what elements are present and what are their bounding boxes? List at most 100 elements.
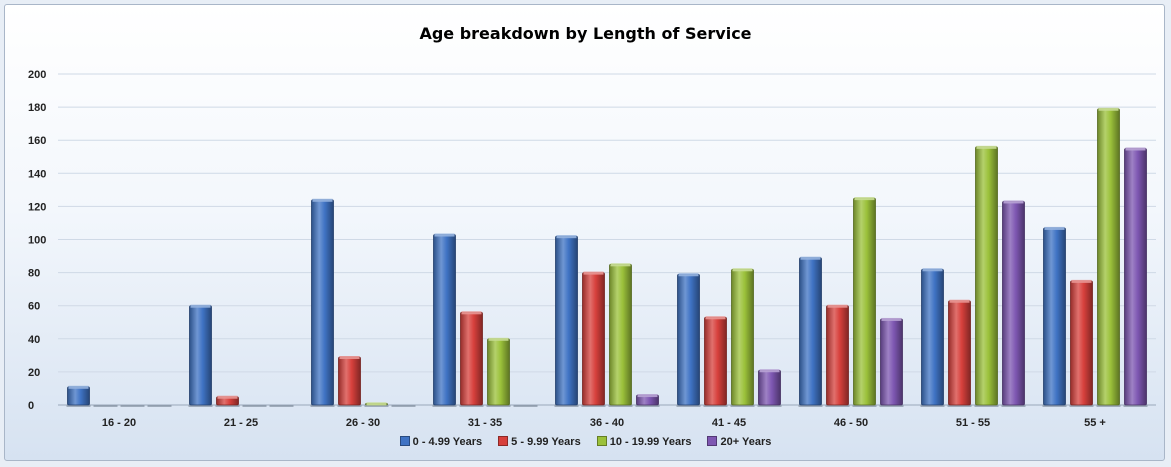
y-tick-label: 160	[28, 135, 46, 147]
bar-cap	[732, 268, 753, 272]
bars	[66, 107, 1148, 407]
bar-cap	[217, 395, 238, 399]
y-axis-ticks: 0 20 40 60 80 100 120 140 160 180 200	[28, 69, 46, 412]
bar	[460, 311, 483, 406]
bar-base	[879, 405, 904, 407]
bar-cap	[827, 304, 848, 308]
x-tick-label: 21 - 25	[224, 417, 258, 429]
bar	[1043, 227, 1066, 406]
bar	[609, 263, 632, 406]
bar-cap	[854, 197, 875, 201]
bar	[1124, 148, 1147, 406]
bar-cap	[68, 385, 89, 389]
legend-swatch	[707, 436, 718, 446]
bar	[921, 268, 944, 406]
bar	[948, 300, 971, 406]
y-tick-label: 40	[28, 334, 40, 346]
bar-cap	[583, 271, 604, 275]
x-tick-label: 51 - 55	[956, 417, 990, 429]
bar	[433, 234, 456, 406]
bar	[731, 268, 754, 406]
y-tick-label: 20	[28, 367, 40, 379]
bar-base	[676, 405, 701, 407]
bar	[853, 197, 876, 406]
bar-base	[120, 405, 145, 407]
bar	[67, 386, 90, 406]
bar-cap	[366, 402, 387, 406]
legend-item: 5 - 9.99 Years	[498, 436, 581, 448]
legend-swatch	[498, 436, 509, 446]
bar-cap	[1125, 147, 1146, 151]
bar-base	[1001, 405, 1026, 407]
x-tick-label: 55 +	[1084, 417, 1106, 429]
bar-base	[947, 405, 972, 407]
legend-label: 0 - 4.99 Years	[412, 436, 483, 448]
bar-base	[1042, 405, 1067, 407]
legend-swatch	[399, 436, 410, 446]
bar-base	[364, 405, 389, 407]
bar-base	[337, 405, 362, 407]
legend-label: 5 - 9.99 Years	[511, 436, 581, 448]
bar-base	[188, 405, 213, 407]
y-tick-label: 200	[28, 69, 46, 81]
bar-base	[1123, 405, 1148, 407]
bar	[826, 305, 849, 406]
bar-base	[798, 405, 823, 407]
gridlines	[58, 73, 1156, 406]
bar-base	[459, 405, 484, 407]
bar-cap	[637, 394, 658, 398]
y-tick-label: 180	[28, 102, 46, 114]
bar-base	[554, 405, 579, 407]
bar-cap	[312, 198, 333, 202]
bar	[555, 235, 578, 406]
bar-base	[920, 405, 945, 407]
bar-cap	[949, 299, 970, 303]
bar	[758, 369, 781, 406]
bar-base	[757, 405, 782, 407]
y-tick-label: 120	[28, 201, 46, 213]
bar	[338, 356, 361, 406]
bar-base	[974, 405, 999, 407]
bar-base	[486, 405, 511, 407]
x-tick-label: 26 - 30	[346, 417, 380, 429]
bar	[704, 316, 727, 406]
bar-cap	[922, 268, 943, 272]
bar	[311, 199, 334, 406]
bar-base	[93, 405, 118, 407]
bar-cap	[556, 235, 577, 239]
bar-cap	[190, 304, 211, 308]
bar-base	[310, 405, 335, 407]
bar	[677, 273, 700, 406]
bar-cap	[800, 256, 821, 260]
x-tick-label: 36 - 40	[590, 417, 624, 429]
bar-cap	[976, 145, 997, 149]
legend-item: 10 - 19.99 Years	[596, 436, 692, 448]
bar	[975, 146, 998, 406]
x-tick-label: 46 - 50	[834, 417, 868, 429]
bar-cap	[339, 356, 360, 360]
x-axis-ticks: 16 - 20 21 - 25 26 - 30 31 - 35 36 - 40 41 - …	[102, 417, 1106, 429]
chart-title: Age breakdown by Length of Service	[419, 24, 752, 43]
bar-cap	[488, 337, 509, 341]
bar	[1097, 108, 1120, 406]
legend-label: 10 - 19.99 Years	[609, 436, 692, 448]
bar	[487, 338, 510, 406]
bar	[1070, 280, 1093, 406]
x-tick-label: 41 - 45	[712, 417, 746, 429]
bar	[189, 305, 212, 406]
bar	[1002, 201, 1025, 406]
bar-base	[432, 405, 457, 407]
bar-cap	[759, 369, 780, 373]
bar-cap	[705, 316, 726, 320]
bar-base	[1096, 405, 1121, 407]
y-tick-label: 80	[28, 268, 40, 280]
legend-item: 20+ Years	[707, 436, 771, 448]
y-tick-label: 0	[28, 400, 34, 412]
bar-cap	[434, 233, 455, 237]
bar-base	[513, 405, 538, 407]
bar-base	[66, 405, 91, 407]
bar-base	[269, 405, 294, 407]
bar-cap	[610, 263, 631, 267]
y-tick-label: 60	[28, 301, 40, 313]
